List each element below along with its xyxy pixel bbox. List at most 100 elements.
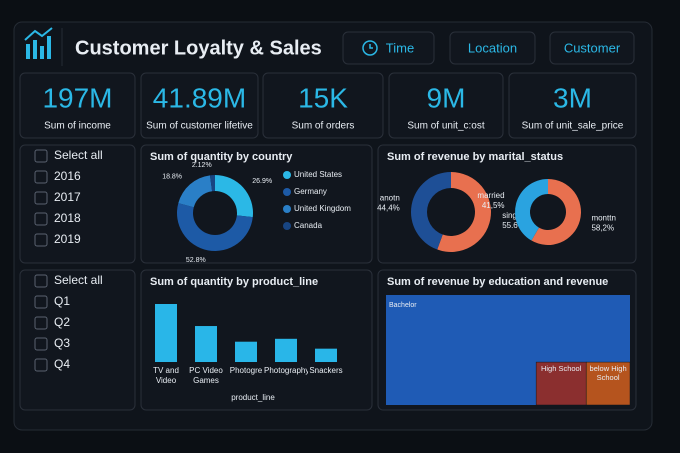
treemap-cell [535, 361, 587, 406]
checkbox[interactable] [34, 233, 48, 247]
donut-slice [215, 175, 253, 218]
legend-label: Germany [294, 187, 327, 196]
slice-label: 2.12% [192, 162, 212, 169]
kpi-value: 3M [553, 82, 592, 113]
slice-name: married [477, 191, 504, 200]
kpi-value: 9M [427, 82, 466, 113]
checkbox[interactable] [34, 295, 48, 309]
bar [155, 304, 177, 362]
donut-slice [178, 175, 213, 208]
nav-button[interactable] [449, 31, 536, 65]
cell-box: below High School [589, 364, 627, 383]
panel [140, 72, 259, 139]
kpi-value: 41.89M [153, 82, 246, 113]
treemap-cell [585, 361, 631, 406]
nav-button[interactable] [549, 31, 635, 65]
donut-slice [437, 172, 492, 253]
checkbox[interactable] [34, 170, 48, 184]
legend-dot [283, 171, 291, 179]
slice-name: anotn [380, 193, 400, 202]
x-tick-label: PC Video Games [189, 366, 223, 385]
filter-item[interactable]: 2018 [54, 211, 81, 225]
nav-label[interactable]: Customer [564, 40, 621, 55]
slice-label: 58,2% [591, 223, 614, 232]
x-tick-box: Photography [264, 366, 308, 375]
donut-slice [209, 175, 215, 192]
x-tick-label: Photography [264, 366, 308, 375]
chart-title: Sum of quantity by country [150, 151, 293, 163]
panel [140, 269, 373, 411]
donut-slice [411, 172, 451, 250]
slice-label: 41,5% [482, 201, 505, 210]
chart-title: Sum of revenue by marital_status [387, 151, 563, 163]
x-tick-label: Snackers [309, 366, 343, 375]
kpi-label: Sum of income [44, 121, 111, 132]
checkbox[interactable] [34, 191, 48, 205]
clock-hands [369, 44, 373, 49]
checkbox[interactable] [34, 358, 48, 372]
x-tick-box: Snackers [309, 366, 343, 375]
bar [195, 326, 217, 362]
title: Customer Loyalty & Sales [75, 37, 322, 59]
x-axis-label: product_line [231, 393, 275, 402]
filter-item[interactable]: Q4 [54, 357, 70, 371]
filter-item[interactable]: Q1 [54, 294, 70, 308]
checkbox[interactable] [34, 316, 48, 330]
slice-label: 55.6% [502, 221, 525, 230]
checkbox[interactable] [34, 274, 48, 288]
legend-dot [283, 205, 291, 213]
cell-label: below High School [589, 364, 627, 383]
chart-title: Sum of quantity by product_line [150, 276, 318, 288]
donut-slice [177, 203, 253, 251]
kpi-label: Sum of customer lifetive [146, 121, 253, 132]
checkbox[interactable] [34, 212, 48, 226]
filter-item[interactable]: Select all [54, 273, 103, 287]
slice-label: 18.8% [162, 174, 182, 181]
donut-slice [515, 179, 548, 241]
filter-item[interactable]: Q3 [54, 336, 70, 350]
slice-label: 26.9% [252, 178, 272, 185]
logo [24, 27, 53, 59]
bar [315, 348, 337, 362]
x-tick-box: PC Video Games [189, 366, 223, 385]
legend-label: United States [294, 170, 342, 179]
clock-icon [362, 40, 378, 56]
panel [19, 269, 136, 411]
kpi-label: Sum of orders [292, 121, 355, 132]
kpi-value: 197M [42, 82, 112, 113]
cell-label: High School [540, 364, 582, 374]
checkbox[interactable] [34, 149, 48, 163]
filter-item[interactable]: Select all [54, 148, 103, 162]
legend-label: United Kingdom [294, 204, 351, 213]
nav-button[interactable] [342, 31, 435, 65]
donut-slice [531, 179, 581, 245]
filter-item[interactable]: 2019 [54, 232, 81, 246]
chart-title: Sum of revenue by education and revenue [387, 276, 608, 288]
filter-item[interactable]: 2016 [54, 169, 81, 183]
panel [262, 72, 384, 139]
kpi-value: 15K [298, 82, 348, 113]
nav-label[interactable]: Time [386, 40, 414, 55]
bar [235, 341, 257, 362]
checkbox[interactable] [34, 337, 48, 351]
panel [388, 72, 504, 139]
legend-label: Canada [294, 221, 323, 230]
filter-item[interactable]: Q2 [54, 315, 70, 329]
nav-label[interactable]: Location [468, 40, 517, 55]
slice-name: single [502, 211, 523, 220]
legend-dot [283, 222, 291, 230]
cell-label: Bachelor [389, 302, 417, 309]
kpi-label: Sum of unit_c:ost [407, 121, 484, 132]
slice-name: monttn [591, 213, 615, 222]
legend-dot [283, 188, 291, 196]
cell-box: High School [540, 364, 582, 374]
x-tick-box: TV and Video [153, 366, 179, 385]
slice-label: 52.8% [186, 257, 206, 264]
panel [508, 72, 637, 139]
x-tick-label: TV and Video [153, 366, 179, 385]
filter-item[interactable]: 2017 [54, 190, 81, 204]
bar [275, 338, 297, 362]
kpi-label: Sum of unit_sale_price [522, 121, 624, 132]
x-tick-label: Photogre [229, 366, 263, 375]
